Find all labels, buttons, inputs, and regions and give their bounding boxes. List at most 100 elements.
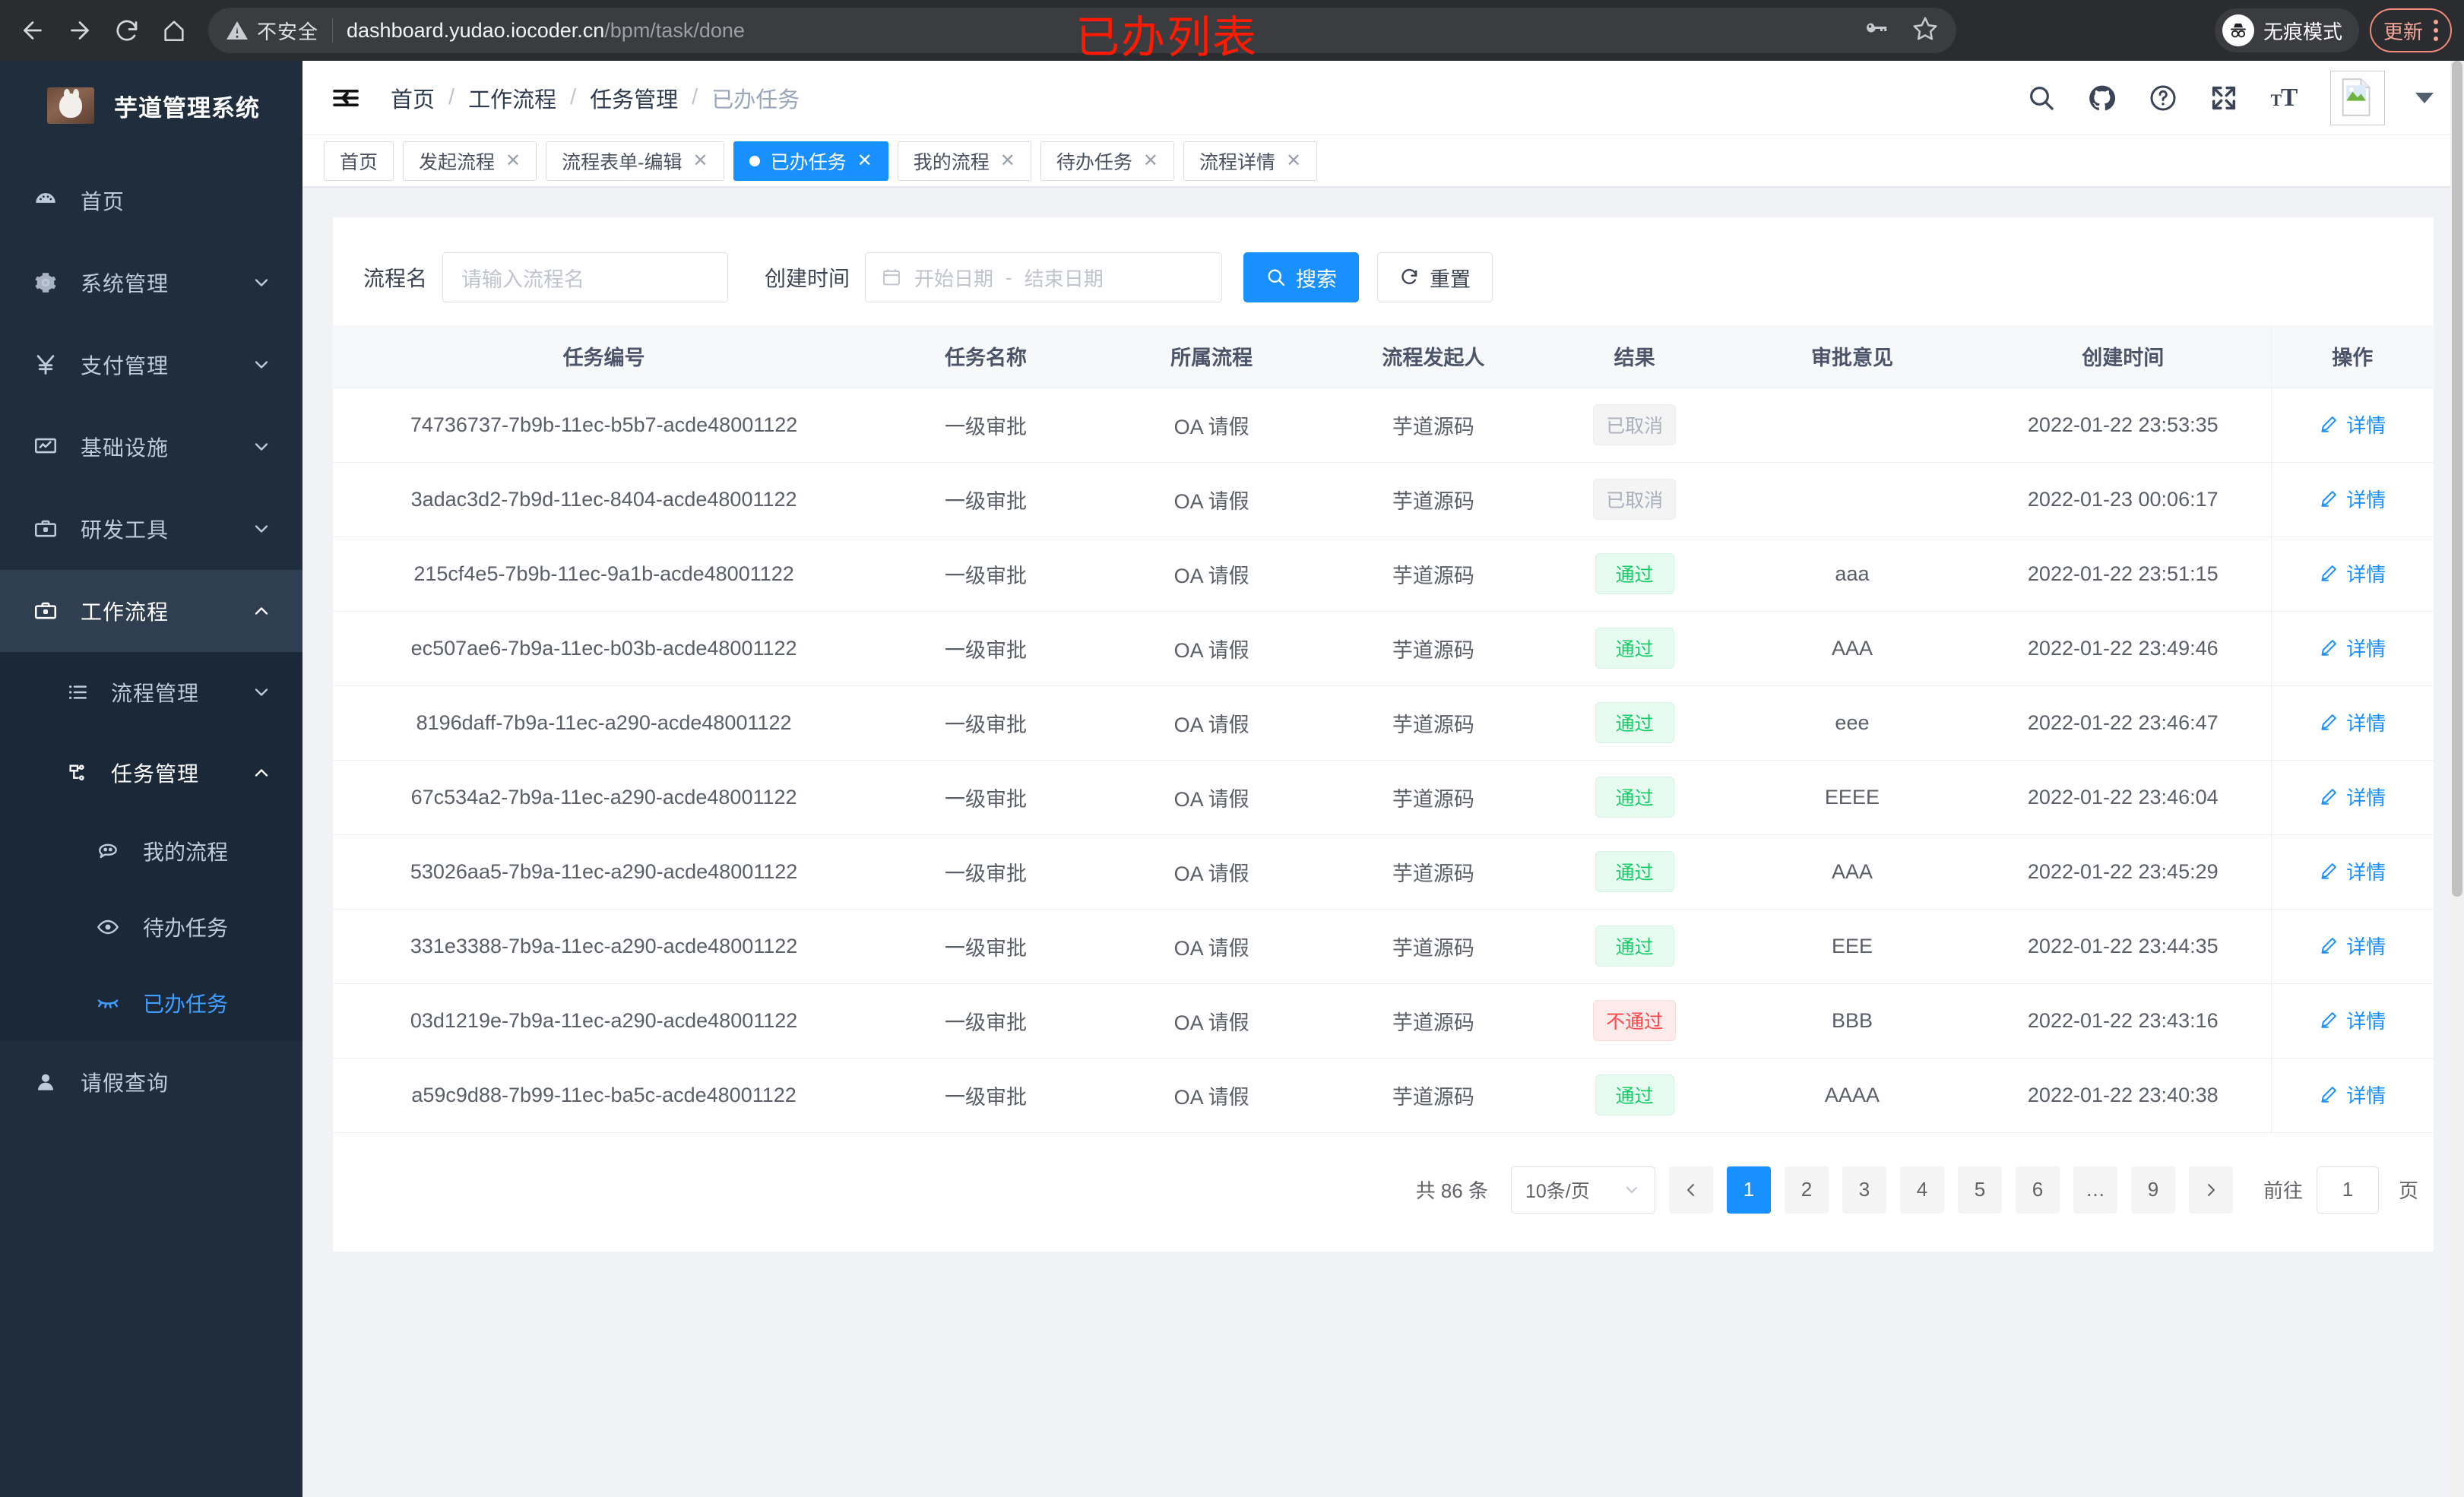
detail-button-label: 详情 xyxy=(2346,1084,2386,1107)
sidebar-item-workflow[interactable]: 工作流程 xyxy=(0,570,302,652)
pagination-page-3[interactable]: 3 xyxy=(1842,1166,1886,1214)
tab-start-process[interactable]: 发起流程 ✕ xyxy=(403,141,537,181)
key-icon[interactable] xyxy=(1862,15,1889,46)
help-circle-icon[interactable] xyxy=(2148,83,2178,113)
search-button[interactable]: 搜索 xyxy=(1243,252,1360,302)
breadcrumb-item-home[interactable]: 首页 xyxy=(391,87,435,112)
sidebar-item-process-management[interactable]: 流程管理 xyxy=(0,652,302,733)
sidebar-item-task-management[interactable]: 任务管理 xyxy=(0,733,302,813)
sidebar-item-system[interactable]: 系统管理 xyxy=(0,242,302,324)
detail-button[interactable]: 详情 xyxy=(2319,1081,2386,1109)
tab-label: 首页 xyxy=(340,151,378,173)
cell-result: 通过 xyxy=(1540,760,1729,835)
tab-home[interactable]: 首页 xyxy=(324,141,394,181)
main-area: 首页 / 工作流程 / 任务管理 / 已办任务 xyxy=(302,61,2464,1497)
star-icon[interactable] xyxy=(1911,14,1940,47)
sidebar-item-infrastructure[interactable]: 基础设施 xyxy=(0,406,302,488)
cell-task-name: 一级审批 xyxy=(875,536,1097,612)
pagination-next[interactable] xyxy=(2188,1166,2233,1214)
avatar[interactable] xyxy=(2330,70,2385,125)
detail-button[interactable]: 详情 xyxy=(2319,485,2386,513)
detail-button[interactable]: 详情 xyxy=(2319,857,2386,885)
sidebar-item-payment[interactable]: 支付管理 xyxy=(0,324,302,406)
pagination-page-…[interactable]: … xyxy=(2073,1166,2117,1214)
detail-button[interactable]: 详情 xyxy=(2319,708,2386,736)
table-row: 3adac3d2-7b9d-11ec-8404-acde48001122 一级审批… xyxy=(333,462,2434,537)
tab-label: 已办任务 xyxy=(770,151,847,173)
tab-label: 发起流程 xyxy=(419,151,496,173)
chevron-down-icon[interactable] xyxy=(2415,92,2434,103)
detail-button[interactable]: 详情 xyxy=(2319,1006,2386,1034)
sidebar-item-devtools[interactable]: 研发工具 xyxy=(0,488,302,570)
detail-button[interactable]: 详情 xyxy=(2319,932,2386,960)
search-input[interactable]: 请输入流程名 xyxy=(442,252,729,302)
page-size-select[interactable]: 10条/页 xyxy=(1510,1166,1655,1214)
pagination-page-9[interactable]: 9 xyxy=(2130,1166,2175,1214)
detail-button[interactable]: 详情 xyxy=(2319,559,2386,587)
scrollbar-thumb[interactable] xyxy=(2452,61,2462,897)
edit-pen-icon xyxy=(2319,1084,2339,1104)
pagination-page-1[interactable]: 1 xyxy=(1726,1166,1771,1214)
tab-process-form-edit[interactable]: 流程表单-编辑 ✕ xyxy=(546,141,724,181)
page-scrollbar[interactable] xyxy=(2450,61,2464,1497)
tab-done-task[interactable]: 已办任务 ✕ xyxy=(733,141,888,181)
github-icon[interactable] xyxy=(2087,83,2117,113)
status-badge: 不通过 xyxy=(1593,1000,1677,1041)
incognito-label: 无痕模式 xyxy=(2263,20,2342,43)
search-icon[interactable] xyxy=(2026,83,2057,113)
close-icon[interactable]: ✕ xyxy=(1285,150,1302,171)
sidebar-item-label: 工作流程 xyxy=(81,600,169,624)
sidebar-logo[interactable]: 芋道管理系统 xyxy=(0,61,302,150)
yen-icon xyxy=(27,352,64,378)
home-icon[interactable] xyxy=(152,8,196,52)
pagination-page-4[interactable]: 4 xyxy=(1899,1166,1944,1214)
sidebar-item-todo-task[interactable]: 待办任务 xyxy=(0,889,302,965)
detail-button[interactable]: 详情 xyxy=(2319,634,2386,662)
breadcrumb-item-task-management[interactable]: 任务管理 xyxy=(590,87,679,112)
sidebar-item-done-task[interactable]: 已办任务 xyxy=(0,965,302,1041)
pagination-page-5[interactable]: 5 xyxy=(1957,1166,2002,1214)
sidebar-item-leave-query[interactable]: 请假查询 xyxy=(0,1041,302,1123)
tab-label: 流程表单-编辑 xyxy=(562,151,683,173)
close-icon[interactable]: ✕ xyxy=(505,150,521,171)
tab-process-detail[interactable]: 流程详情 ✕ xyxy=(1183,141,1318,181)
date-range-separator: - xyxy=(1006,265,1012,289)
cell-task-id: 03d1219e-7b9a-11ec-a290-acde48001122 xyxy=(333,983,876,1059)
address-bar[interactable]: 不安全 dashboard.yudao.iocoder.cn/bpm/task/… xyxy=(208,8,1956,53)
sidebar-item-my-process[interactable]: 我的流程 xyxy=(0,813,302,889)
pagination-goto-input[interactable]: 1 xyxy=(2316,1166,2379,1214)
breadcrumb-item-workflow[interactable]: 工作流程 xyxy=(468,87,557,112)
briefcase-icon xyxy=(27,598,64,624)
pagination-page-6[interactable]: 6 xyxy=(2015,1166,2060,1214)
detail-button[interactable]: 详情 xyxy=(2319,783,2386,811)
sidebar-leaf-label: 已办任务 xyxy=(143,992,229,1016)
update-button[interactable]: 更新 xyxy=(2369,8,2452,52)
cell-task-name: 一级审批 xyxy=(875,388,1097,463)
pagination-prev[interactable] xyxy=(1668,1166,1713,1214)
fullscreen-icon[interactable] xyxy=(2209,83,2239,113)
date-range-picker[interactable]: 开始日期 - 结束日期 xyxy=(865,252,1223,302)
reload-icon[interactable] xyxy=(105,8,149,52)
pagination-goto-label: 前往 xyxy=(2263,1179,2303,1202)
edit-pen-icon xyxy=(2319,489,2339,508)
end-date-placeholder: 结束日期 xyxy=(1024,267,1104,290)
sidebar-item-home[interactable]: 首页 xyxy=(0,160,302,242)
hamburger-icon[interactable] xyxy=(328,81,363,116)
column-header-process: 所属流程 xyxy=(1096,325,1327,388)
kebab-menu-icon[interactable] xyxy=(2434,20,2438,41)
forward-arrow-icon[interactable] xyxy=(58,8,102,52)
tab-todo-task[interactable]: 待办任务 ✕ xyxy=(1040,141,1174,181)
tab-my-process[interactable]: 我的流程 ✕ xyxy=(897,141,1031,181)
close-icon[interactable]: ✕ xyxy=(857,150,873,171)
detail-button[interactable]: 详情 xyxy=(2319,410,2386,438)
back-arrow-icon[interactable] xyxy=(11,8,55,52)
reset-button[interactable]: 重置 xyxy=(1377,252,1493,302)
close-icon[interactable]: ✕ xyxy=(999,150,1015,171)
close-icon[interactable]: ✕ xyxy=(692,150,708,171)
incognito-indicator[interactable]: 无痕模式 xyxy=(2214,8,2359,52)
pagination-page-2[interactable]: 2 xyxy=(1784,1166,1829,1214)
close-icon[interactable]: ✕ xyxy=(1142,150,1158,171)
browser-chrome: 不安全 dashboard.yudao.iocoder.cn/bpm/task/… xyxy=(0,0,2464,61)
